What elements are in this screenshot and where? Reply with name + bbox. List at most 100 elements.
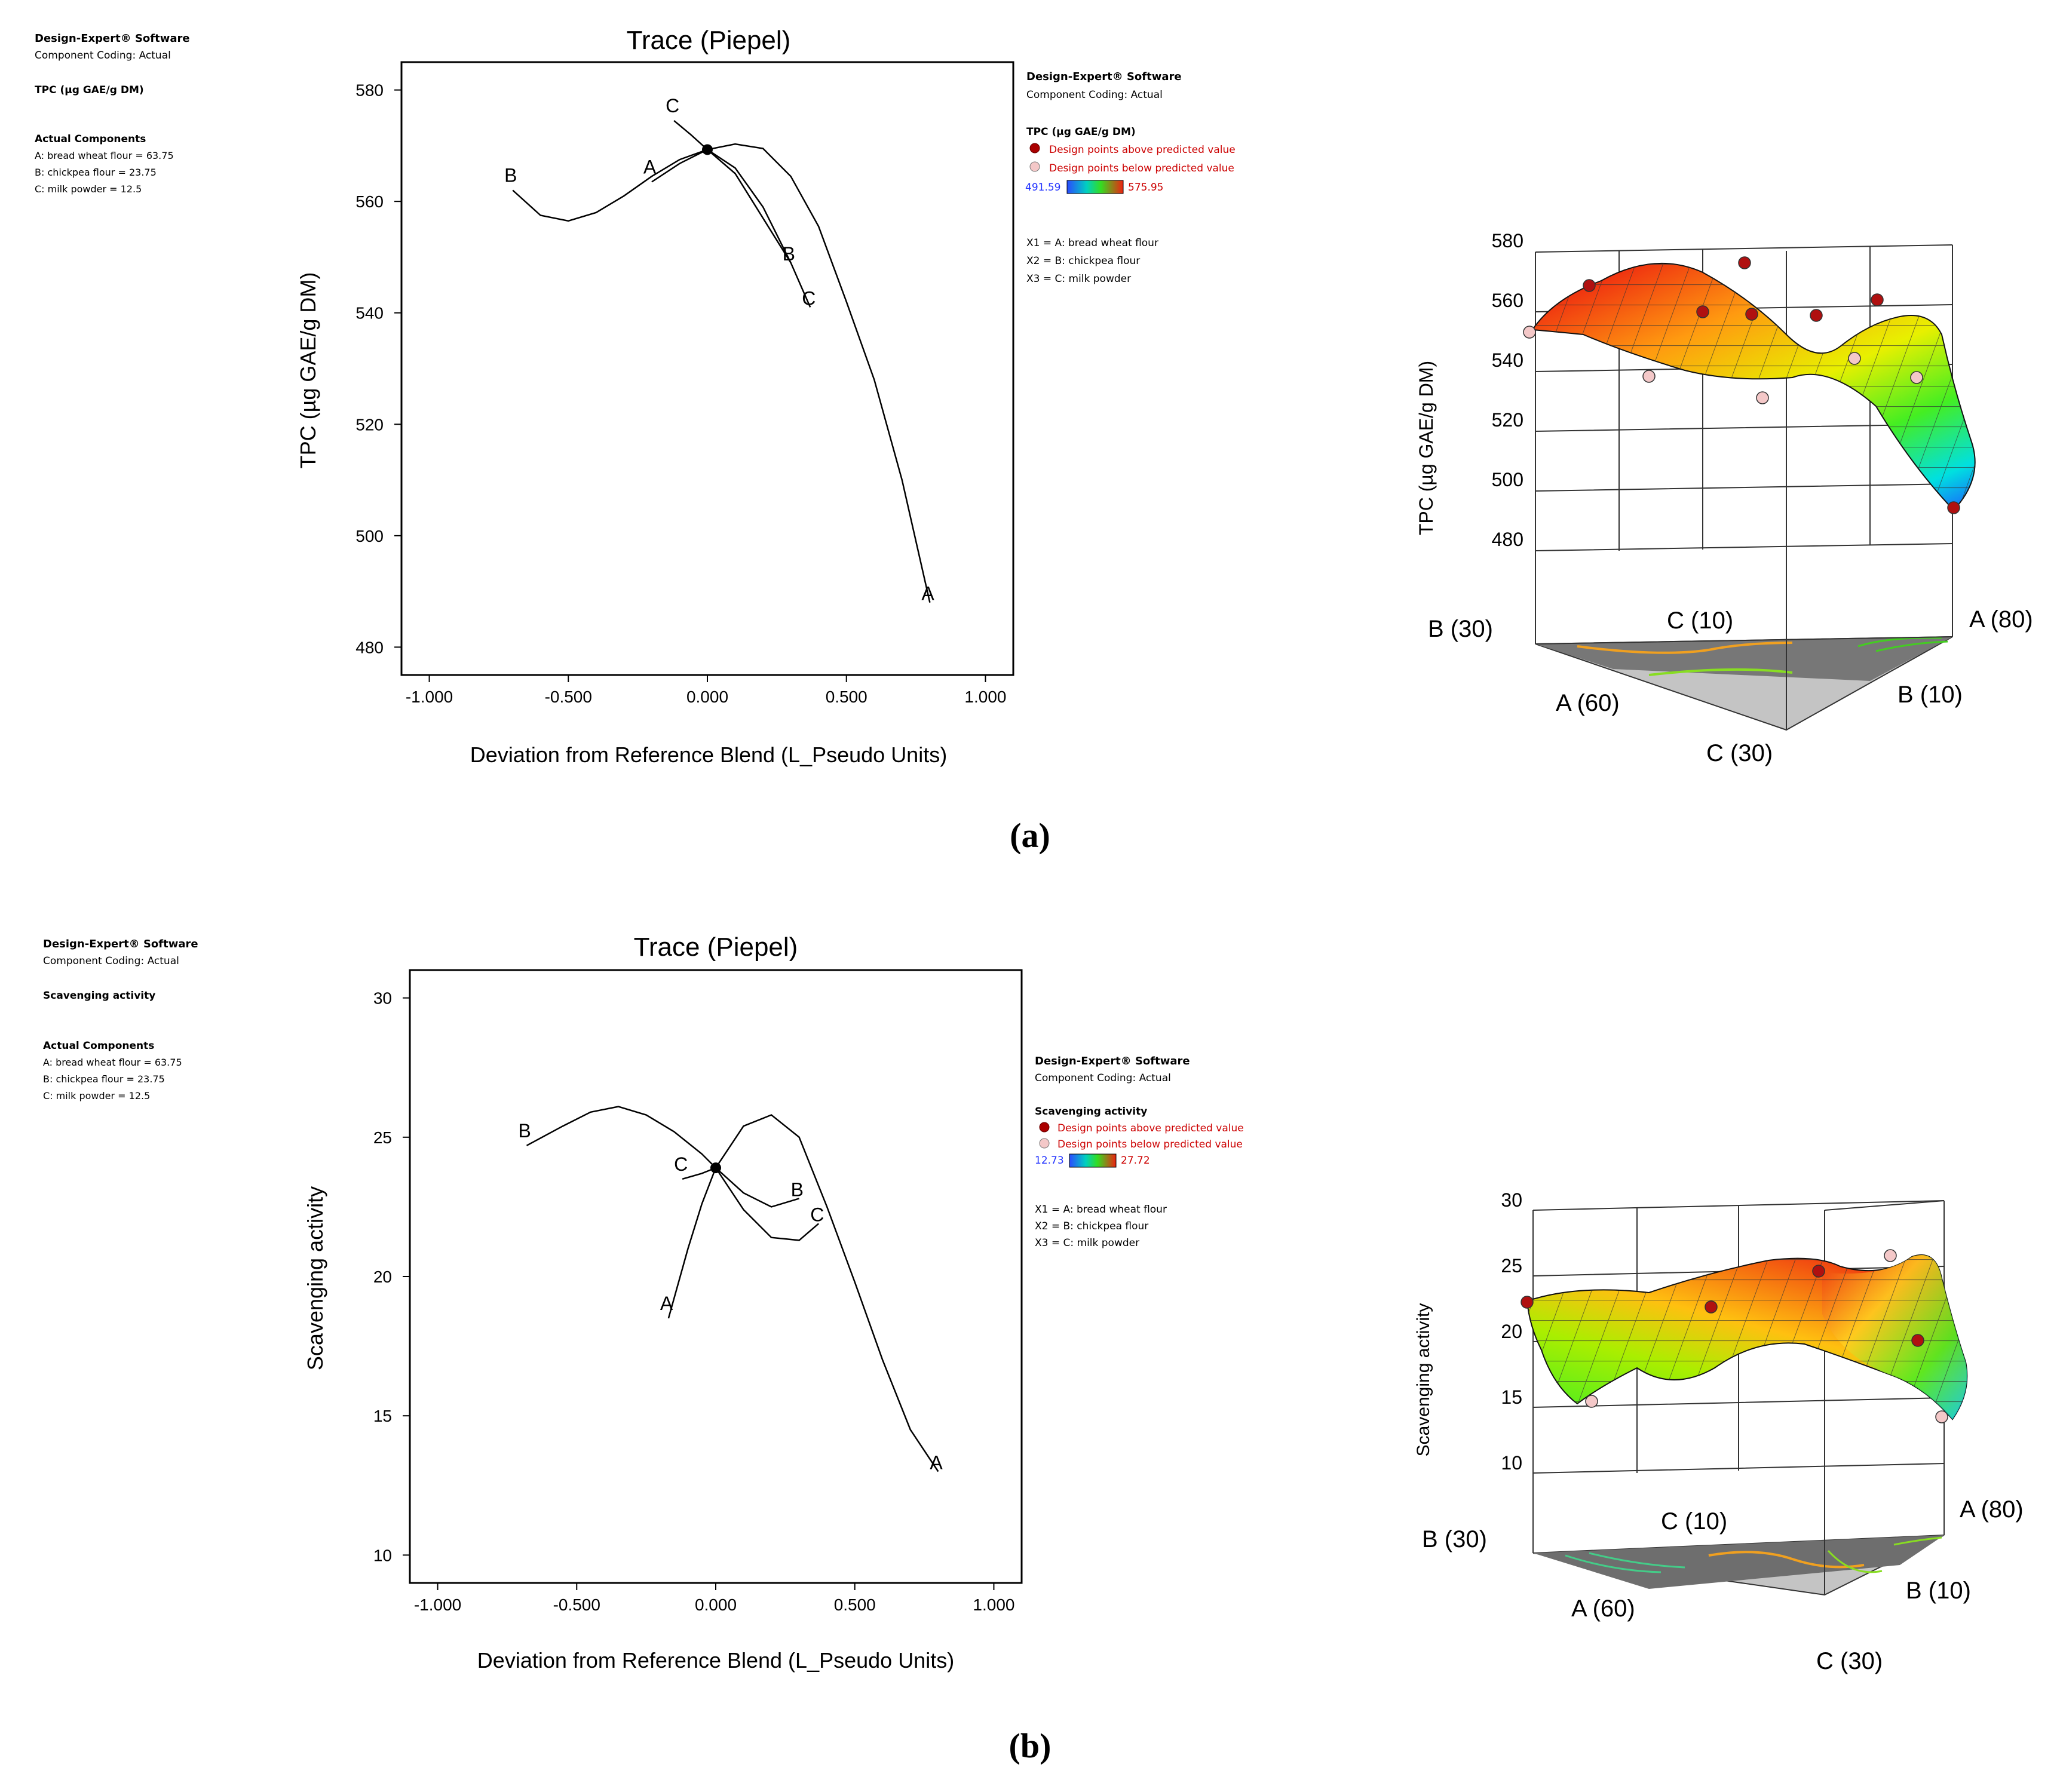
design-point-above — [1705, 1300, 1718, 1314]
range-low: 12.73 — [1035, 1155, 1064, 1167]
info-software: Design-Expert® Software — [1035, 1055, 1190, 1067]
panel-a: Design-Expert® Software Component Coding… — [35, 26, 2033, 855]
vertex-label: C (30) — [1706, 740, 1773, 766]
vertex-label: B (10) — [1897, 682, 1963, 708]
x-tick-label: -0.500 — [545, 688, 592, 706]
surface-tick: 30 — [1501, 1189, 1522, 1211]
design-points-a — [1523, 256, 1960, 514]
design-point-below — [1910, 371, 1923, 384]
info-left-b: Design-Expert® Software Component Coding… — [43, 938, 198, 1101]
range-low: 491.59 — [1025, 182, 1060, 194]
contour-line — [1857, 637, 1948, 652]
info-components-title: Actual Components — [43, 1040, 154, 1052]
surface-mesh — [1532, 263, 1975, 510]
chart-title: Trace (Piepel) — [627, 26, 791, 55]
surface-y-label: TPC (µg GAE/g DM) — [1415, 361, 1437, 535]
info-software: Design-Expert® Software — [43, 938, 198, 950]
factor-label: X2 = B: chickpea flour — [1026, 255, 1140, 267]
series-end-label: C — [802, 287, 816, 309]
info-response: TPC (µg GAE/g DM) — [35, 84, 144, 96]
range-high: 27.72 — [1121, 1155, 1150, 1167]
y-tick-label: 520 — [355, 415, 384, 434]
panel-b: Design-Expert® Software Component Coding… — [43, 932, 2024, 1765]
series-start-label: C — [666, 95, 679, 116]
design-points-b — [1521, 1249, 1948, 1423]
trace-plot-b: Trace (Piepel) Deviation from Reference … — [303, 932, 1023, 1673]
y-ticks-surface-b: 30 25 20 15 10 — [1501, 1189, 1522, 1474]
series-start-label: A — [660, 1293, 673, 1314]
y-axis-label: Scavenging activity — [303, 1186, 327, 1370]
info-component: B: chickpea flour = 23.75 — [43, 1073, 165, 1085]
vertex-label: A (80) — [1960, 1496, 2024, 1523]
trace-plot-a: Trace (Piepel) Deviation from Reference … — [296, 26, 1014, 767]
contour-line — [1648, 668, 1793, 676]
x-tick-label: 0.000 — [695, 1595, 737, 1614]
surface-tick: 25 — [1501, 1255, 1522, 1277]
surface-tick: 520 — [1492, 409, 1523, 431]
x-tick-label: -0.500 — [553, 1595, 600, 1614]
factor-label: X3 = C: milk powder — [1035, 1237, 1139, 1249]
vertex-label: C (10) — [1661, 1508, 1727, 1535]
surface-tick: 20 — [1501, 1321, 1522, 1342]
factor-label: X1 = A: bread wheat flour — [1026, 237, 1158, 249]
vertex-label: B (10) — [1906, 1578, 1971, 1604]
vertex-label: A (60) — [1571, 1595, 1635, 1622]
series-start-label: A — [643, 157, 657, 178]
design-point-above — [1696, 305, 1709, 318]
surface-tick: 580 — [1492, 230, 1523, 251]
info-response: Scavenging activity — [1035, 1106, 1147, 1118]
y-tick-label: 560 — [355, 192, 384, 211]
info-software: Design-Expert® Software — [1026, 70, 1182, 83]
reference-blend-point — [710, 1162, 721, 1174]
series-line-c — [673, 119, 811, 308]
series-end-label: A — [921, 583, 934, 605]
legend-below: Design points below predicted value — [1049, 162, 1234, 174]
design-point-above — [1745, 308, 1758, 321]
design-point-above — [1583, 279, 1596, 292]
y-tick-label: 30 — [373, 989, 392, 1008]
series-start-label: C — [674, 1153, 688, 1175]
series-end-label: C — [810, 1204, 824, 1225]
series-line-b — [512, 149, 792, 263]
series-end-label: A — [930, 1452, 943, 1473]
surface-mesh — [1527, 1254, 1967, 1419]
y-tick-label: 480 — [355, 638, 384, 656]
design-point-above — [1810, 309, 1823, 322]
x-axis-label: Deviation from Reference Blend (L_Pseudo… — [470, 742, 947, 767]
info-response: TPC (µg GAE/g DM) — [1026, 126, 1136, 138]
design-point-below — [1585, 1395, 1598, 1408]
design-point-above — [1871, 293, 1884, 306]
design-point-below — [1884, 1249, 1897, 1262]
surface-y-label: Scavenging activity — [1414, 1303, 1433, 1457]
surface-tick: 480 — [1492, 529, 1523, 550]
legend-above: Design points above predicted value — [1049, 144, 1236, 156]
design-point-below — [1848, 352, 1861, 365]
series-line-c — [682, 1167, 820, 1241]
design-point-above — [1911, 1334, 1924, 1347]
x-axis-label: Deviation from Reference Blend (L_Pseudo… — [477, 1648, 954, 1673]
series-start-label: B — [518, 1120, 531, 1142]
info-right-b: Design-Expert® Software Component Coding… — [1035, 1055, 1244, 1249]
vertex-label: B (30) — [1422, 1526, 1487, 1552]
color-ramp — [1066, 180, 1124, 194]
info-component: B: chickpea flour = 23.75 — [35, 167, 157, 178]
y-tick-label: 25 — [373, 1128, 392, 1147]
x-tick-label: 0.000 — [686, 688, 728, 706]
vertex-label: C (10) — [1667, 607, 1733, 634]
y-tick-label: 20 — [373, 1268, 392, 1286]
base-contour-region — [1535, 637, 1952, 681]
factor-label: X2 = B: chickpea flour — [1035, 1220, 1148, 1232]
surface-tick: 540 — [1492, 349, 1523, 371]
info-component: C: milk powder = 12.5 — [35, 183, 142, 195]
below-marker-icon — [1039, 1138, 1050, 1149]
info-coding: Component Coding: Actual — [1035, 1072, 1171, 1084]
surface-tick: 500 — [1492, 469, 1523, 490]
info-right-a: Design-Expert® Software Component Coding… — [1025, 70, 1236, 285]
series-line-b — [526, 1106, 799, 1208]
info-coding: Component Coding: Actual — [1026, 89, 1163, 101]
y-axis-label: TPC (µg GAE/g DM) — [296, 272, 320, 469]
vertex-label: B (30) — [1428, 616, 1493, 642]
range-high: 575.95 — [1128, 182, 1163, 194]
contour-line — [1827, 1536, 1942, 1573]
